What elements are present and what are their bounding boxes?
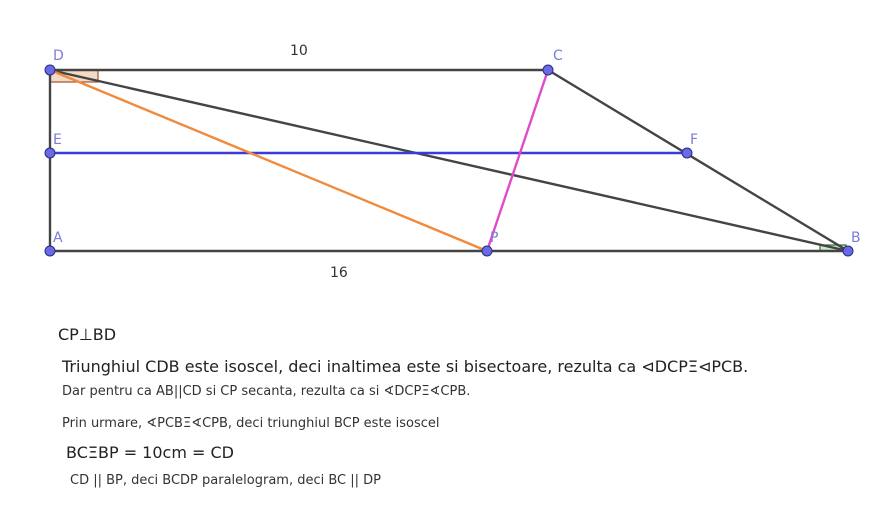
label-a: A bbox=[53, 230, 63, 246]
segment-dp[interactable] bbox=[49, 68, 488, 253]
label-d: D bbox=[53, 48, 64, 64]
segment-cp[interactable] bbox=[485, 69, 550, 252]
label-b: B bbox=[851, 230, 861, 246]
text-line-3: Dar pentru ca AB||CD si CP secanta, rezu… bbox=[62, 384, 471, 399]
point-c[interactable] bbox=[542, 64, 554, 76]
length-ab: 16 bbox=[330, 265, 348, 281]
point-b[interactable] bbox=[842, 245, 854, 257]
point-p[interactable] bbox=[481, 245, 493, 257]
point-d[interactable] bbox=[44, 64, 56, 76]
text-line-1: CP⊥BD bbox=[58, 325, 117, 344]
label-c: C bbox=[553, 48, 563, 64]
text-line-2: Triunghiul CDB este isoscel, deci inalti… bbox=[62, 357, 749, 376]
segment-cb[interactable] bbox=[547, 68, 849, 253]
segment-db[interactable] bbox=[49, 68, 849, 253]
length-dc: 10 bbox=[290, 43, 308, 59]
text-line-6: CD || BP, deci BCDP paralelogram, deci B… bbox=[70, 473, 382, 488]
text-line-4: Prin urmare, ∢PCBΞ∢CPB, deci triunghiul … bbox=[62, 416, 440, 431]
geometry-figure: D C E F A P B 10 16 bbox=[44, 43, 861, 281]
point-f[interactable] bbox=[681, 147, 693, 159]
text-line-5: BCΞBP = 10cm = CD bbox=[66, 443, 234, 462]
point-a[interactable] bbox=[44, 245, 56, 257]
label-p: P bbox=[490, 230, 498, 246]
point-e[interactable] bbox=[44, 147, 56, 159]
label-e: E bbox=[53, 132, 62, 148]
label-f: F bbox=[690, 132, 698, 148]
